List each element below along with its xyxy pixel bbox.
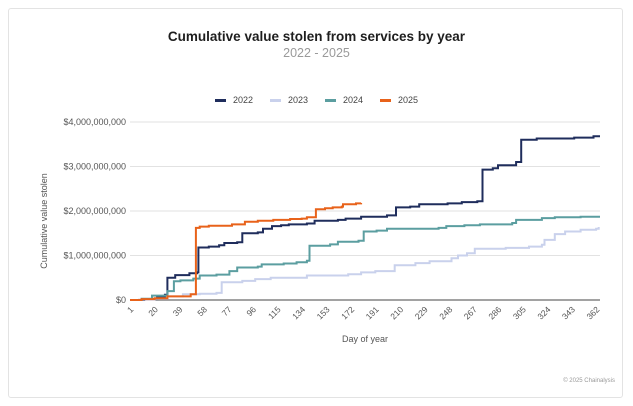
legend-item-2025[interactable]: 2025 (380, 95, 418, 105)
x-tick-label: 248 (437, 304, 454, 321)
x-tick-label: 286 (486, 304, 503, 321)
x-tick-label: 305 (511, 304, 528, 321)
chart-card (8, 8, 623, 398)
x-tick-label: 39 (171, 304, 185, 318)
x-tick-label: 210 (388, 304, 405, 321)
x-tick-label: 115 (266, 304, 283, 321)
legend-label-2024: 2024 (343, 95, 364, 105)
x-tick-label: 362 (584, 304, 601, 321)
series-line-2024 (130, 215, 600, 301)
legend-label-2025: 2025 (398, 95, 419, 105)
series-layer (130, 135, 600, 301)
legend-swatch-2023 (269, 98, 281, 102)
x-tick-label: 20 (146, 304, 160, 318)
x-axis-ticks: 1 20 39 58 77 96 115 134 153 172 191 210 229 248 267 28… (125, 304, 602, 321)
legend-item-2022[interactable]: 2022 (214, 95, 253, 105)
chart-subtitle: 2022 - 2025 (283, 46, 350, 60)
grid-layer (130, 121, 600, 301)
legend-label-2023: 2023 (287, 95, 308, 105)
y-tick-label: $2,000,000,000 (63, 206, 126, 216)
x-tick-label: 58 (195, 304, 209, 318)
x-tick-label: 96 (244, 304, 258, 318)
legend-swatch-2022 (214, 98, 226, 102)
x-tick-label: 267 (462, 304, 479, 321)
chart-title: Cumulative value stolen from services by… (167, 29, 466, 44)
x-tick-label: 191 (364, 304, 381, 321)
legend-item-2023[interactable]: 2023 (269, 95, 308, 105)
legend: 2022 2023 2024 2025 (0, 95, 633, 105)
x-tick-label: 172 (339, 304, 356, 321)
legend-label-2022: 2022 (232, 95, 253, 105)
footer-copyright: © 2025 Chainalysis (563, 378, 615, 384)
x-tick-label: 153 (315, 304, 332, 321)
y-tick-label: $0 (116, 295, 126, 305)
x-tick-label: 77 (220, 304, 234, 318)
y-tick-label: $3,000,000,000 (63, 162, 126, 172)
x-tick-label: 324 (535, 304, 552, 321)
x-tick-label: 343 (560, 304, 577, 321)
y-tick-label: $1,000,000,000 (63, 251, 126, 261)
x-axis-label: Day of year (342, 334, 388, 344)
x-tick-label: 134 (290, 304, 307, 321)
legend-swatch-2025 (380, 98, 392, 102)
y-axis-label: Cumulative value stolen (39, 173, 49, 269)
y-axis-ticks: $0 $1,000,000,000 $2,000,000,000 $3,000,000… (63, 117, 126, 305)
x-tick-label: 1 (125, 304, 136, 315)
series-line-2023 (130, 227, 600, 301)
x-tick-label: 229 (413, 304, 430, 321)
legend-swatch-2024 (325, 98, 336, 102)
legend-item-2024[interactable]: 2024 (325, 95, 363, 105)
series-line-2025 (130, 202, 363, 301)
y-tick-label: $4,000,000,000 (63, 117, 126, 127)
